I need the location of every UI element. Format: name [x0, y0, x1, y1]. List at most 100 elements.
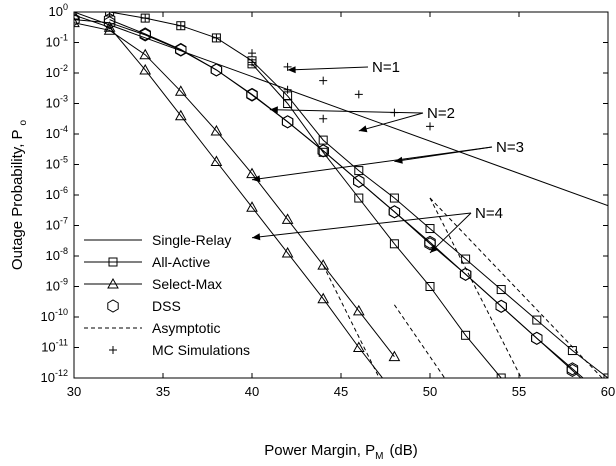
arrow-head	[252, 233, 261, 241]
annotation-arrow	[429, 212, 472, 254]
legend-label: All-Active	[152, 254, 211, 270]
series-dss	[74, 13, 584, 378]
legend-label: Asymptotic	[152, 320, 220, 336]
annotation-label: N=2	[427, 105, 455, 122]
triangle-marker	[139, 48, 152, 60]
series-asym	[429, 197, 522, 378]
triangle-marker	[281, 213, 294, 224]
triangle-marker	[352, 341, 365, 352]
series-line	[109, 12, 608, 378]
series-line	[74, 14, 384, 378]
y-tick-label: 10-2	[46, 63, 68, 80]
x-tick-label: 40	[245, 384, 259, 399]
hexagon-marker	[281, 115, 294, 129]
square-marker	[461, 254, 471, 264]
square-marker	[425, 282, 435, 291]
square-marker	[354, 193, 364, 203]
arrow-head	[269, 106, 278, 114]
hexagon-marker	[246, 88, 258, 102]
plus-marker	[212, 33, 221, 42]
hexagon-marker	[107, 299, 119, 313]
y-tick-label: 10-4	[46, 124, 68, 141]
hexagon-marker	[74, 13, 80, 27]
series-line	[251, 63, 502, 378]
y-tick-label: 10-8	[46, 246, 68, 263]
triangle-marker	[174, 109, 187, 121]
series-line	[109, 19, 582, 378]
hexagon-marker	[388, 205, 401, 219]
plus-marker	[248, 49, 256, 58]
hexagon-marker	[424, 235, 436, 249]
arrow-head	[287, 66, 296, 74]
series-sm	[74, 16, 401, 362]
legend-label: MC Simulations	[152, 342, 250, 358]
square-marker	[108, 257, 118, 267]
series-sm	[74, 12, 435, 443]
x-tick-label: 30	[67, 384, 81, 399]
square-marker	[496, 373, 506, 378]
hexagon-marker	[317, 144, 329, 158]
triangle-marker	[317, 292, 330, 304]
x-axis-title: Power Margin, PM (dB)	[264, 442, 418, 462]
legend-label: Select-Max	[152, 276, 222, 292]
x-tick-label: 55	[512, 384, 526, 399]
annotation-arrow	[287, 66, 369, 71]
plus-marker	[426, 122, 434, 131]
series-line	[74, 12, 608, 207]
legend-entry: Asymptotic	[84, 320, 220, 336]
legend-entry: All-Active	[84, 254, 211, 270]
y-tick-label: 10-1	[46, 33, 68, 50]
plus-marker	[319, 114, 328, 123]
plus-marker	[248, 58, 256, 67]
x-tick-label: 50	[423, 384, 437, 399]
triangle-marker	[389, 388, 399, 397]
triangle-marker	[174, 85, 187, 96]
triangle-marker	[352, 304, 365, 316]
triangle-marker	[281, 246, 294, 258]
legend-label: DSS	[152, 298, 181, 314]
square-marker	[532, 315, 542, 325]
asymptotic-line	[429, 197, 522, 378]
triangle-marker	[425, 434, 435, 443]
hexagon-marker	[103, 13, 116, 27]
square-marker	[354, 166, 364, 176]
y-tick-label: 10-12	[41, 368, 68, 385]
asymptotic-line	[322, 264, 380, 378]
legend-entry: Single-Relay	[84, 232, 231, 248]
plus-marker	[105, 12, 114, 16]
annotation-label: N=3	[496, 139, 524, 156]
annotation-label: N=1	[372, 59, 400, 76]
arrow-head	[358, 125, 368, 133]
triangle-marker	[74, 16, 80, 28]
square-marker	[389, 193, 399, 203]
y-tick-label: 10-5	[46, 155, 68, 172]
asymptotic-line	[429, 197, 603, 378]
y-tick-label: 10-9	[46, 277, 68, 294]
arrow-head	[252, 175, 261, 183]
hexagon-marker	[139, 27, 151, 41]
hexagon-marker	[566, 363, 579, 377]
x-tick-label: 35	[156, 384, 170, 399]
annotation-arrow	[358, 112, 424, 132]
triangle-marker	[210, 155, 223, 166]
plot-frame	[73, 11, 609, 379]
annotations: N=1 N=2 N=3 N=4	[251, 59, 524, 254]
annotation-arrow	[269, 109, 424, 114]
triangle-marker	[246, 167, 258, 179]
series-line	[74, 22, 395, 358]
legend-entry: DSS	[107, 298, 181, 314]
triangle-marker	[388, 350, 401, 362]
plus-marker	[176, 21, 185, 30]
triangle-marker	[107, 277, 119, 289]
plot-area	[74, 12, 608, 443]
plus-marker	[319, 76, 328, 85]
square-marker	[461, 330, 471, 340]
triangle-marker	[139, 63, 152, 75]
series-mc	[74, 12, 328, 123]
series-asym	[429, 197, 603, 378]
y-tick-label: 10-3	[46, 94, 68, 111]
legend-entry: Select-Max	[84, 276, 222, 292]
hexagon-marker	[210, 63, 223, 77]
series-asym	[322, 264, 380, 378]
